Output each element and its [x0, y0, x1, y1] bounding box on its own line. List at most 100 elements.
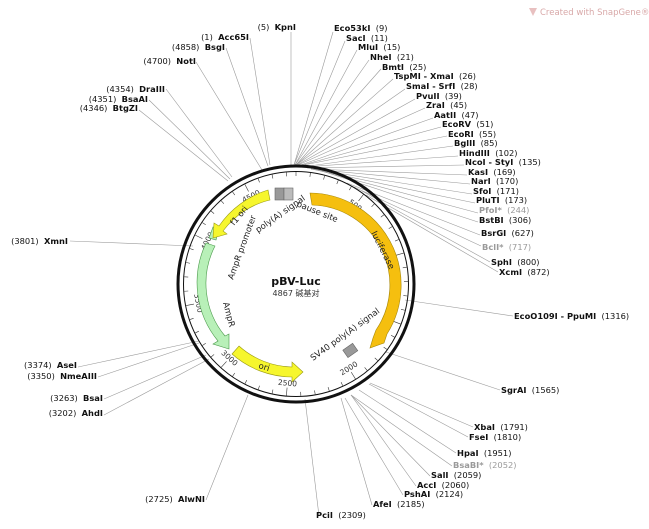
site-enzyme: BclI*	[482, 242, 504, 252]
major-tick	[393, 320, 401, 325]
site-label-nmeaiii[interactable]: (3350) NmeAIII	[27, 371, 97, 381]
site-label-bglii[interactable]: BglII (85)	[454, 138, 498, 148]
leader-bsgi	[225, 47, 269, 167]
site-label-pvuii[interactable]: PvuII (39)	[416, 91, 462, 101]
site-label-xmni[interactable]: (3801) XmnI	[11, 236, 68, 246]
sv40-box	[342, 342, 359, 358]
site-position: (51)	[476, 119, 493, 129]
site-label-fsei[interactable]: FseI (1810)	[469, 432, 521, 442]
site-label-xbai[interactable]: XbaI (1791)	[474, 422, 528, 432]
site-label-sgrai[interactable]: SgrAI (1565)	[501, 385, 559, 395]
site-position: (3801)	[11, 236, 39, 246]
minor-tick	[336, 180, 339, 185]
site-label-zrai[interactable]: ZraI (45)	[426, 100, 467, 110]
site-position: (9)	[376, 23, 388, 33]
site-enzyme: PvuII	[416, 91, 440, 101]
feature-ampr[interactable]: AmpR	[196, 242, 236, 350]
site-label-draiii[interactable]: (4354) DraIII	[106, 84, 165, 94]
site-position: (1810)	[494, 432, 522, 442]
site-label-bsai[interactable]: (3263) BsaI	[50, 393, 103, 403]
site-label-bstbi[interactable]: BstBI (306)	[479, 215, 531, 225]
site-label-xcmi[interactable]: XcmI (872)	[499, 267, 550, 277]
site-position: (102)	[495, 148, 517, 158]
site-label-bsgi[interactable]: (4858) BsgI	[172, 42, 225, 52]
site-position: (4351)	[89, 94, 117, 104]
plasmid-length: 4867 碱基对	[273, 288, 320, 298]
site-enzyme: AfeI	[373, 499, 392, 509]
site-label-ahdi[interactable]: (3202) AhdI	[49, 408, 103, 418]
site-enzyme: EcoO109I - PpuMI	[514, 311, 596, 321]
site-enzyme: SalI	[431, 470, 449, 480]
site-position: (872)	[527, 267, 549, 277]
site-label-bmti[interactable]: BmtI (25)	[382, 62, 426, 72]
minor-tick	[210, 354, 215, 358]
minor-tick	[383, 346, 388, 350]
site-label-kasi[interactable]: KasI (169)	[468, 167, 516, 177]
site-label-btgzi[interactable]: (4346) BtgZI	[80, 103, 138, 113]
site-label-aatii[interactable]: AatII (47)	[434, 110, 479, 120]
site-enzyme: EcoRI	[448, 129, 474, 139]
site-label-nhei[interactable]: NheI (21)	[370, 52, 414, 62]
site-enzyme: BtgZI	[113, 103, 138, 113]
site-label-ecori[interactable]: EcoRI (55)	[448, 129, 496, 139]
site-label-afei[interactable]: AfeI (2185)	[373, 499, 425, 509]
site-enzyme: SmaI - SrfI	[406, 81, 455, 91]
site-enzyme: PluTI	[476, 195, 500, 205]
leader-mlui	[294, 49, 358, 166]
site-label-asei[interactable]: (3374) AseI	[24, 360, 77, 370]
site-position: (4700)	[143, 56, 171, 66]
sv40-label: SV40 poly(A) signal	[309, 307, 382, 364]
site-label-sali[interactable]: SalI (2059)	[431, 470, 481, 480]
site-label-pfoi[interactable]: PfoI* (244)	[479, 205, 529, 215]
site-label-eco53ki[interactable]: Eco53kI (9)	[334, 23, 387, 33]
minor-tick	[244, 379, 248, 384]
site-position: (173)	[505, 195, 527, 205]
site-label-acc65i[interactable]: (1) Acc65I	[201, 32, 249, 42]
site-enzyme: SacI	[346, 33, 366, 43]
site-label-saci[interactable]: SacI (11)	[346, 33, 388, 43]
leader-asei	[77, 340, 200, 368]
site-label-ecorv[interactable]: EcoRV (51)	[442, 119, 493, 129]
minor-tick	[210, 210, 215, 214]
site-label-tspmi-xmai[interactable]: TspMI - XmaI (26)	[394, 71, 476, 81]
minor-tick	[380, 214, 385, 218]
site-label-hindiii[interactable]: HindIII (102)	[459, 148, 518, 158]
site-label-smai-srfi[interactable]: SmaI - SrfI (28)	[406, 81, 478, 91]
feature-sv40-poly-a[interactable]: SV40 poly(A) signal	[309, 307, 382, 364]
site-label-alwni[interactable]: (2725) AlwNI	[145, 494, 205, 504]
site-enzyme: BglII	[454, 138, 475, 148]
site-position: (306)	[509, 215, 531, 225]
site-position: (28)	[461, 81, 478, 91]
site-label-bsabi[interactable]: BsaBI* (2052)	[453, 460, 517, 470]
leader-nhei	[294, 59, 370, 166]
restriction-site-labels: (5) KpnI (1) Acc65I(4858) BsgI (4700) NotI…	[11, 22, 629, 520]
site-label-sphi[interactable]: SphI (800)	[491, 257, 540, 267]
site-position: (21)	[397, 52, 414, 62]
site-label-mlui[interactable]: MluI (15)	[358, 42, 400, 52]
site-label-ecoo109i-ppumi[interactable]: EcoO109I - PpuMI (1316)	[514, 311, 629, 321]
site-label-sfoi[interactable]: SfoI (171)	[473, 186, 519, 196]
site-label-bsrgi[interactable]: BsrGI (627)	[481, 228, 534, 238]
site-position: (26)	[459, 71, 476, 81]
site-label-ncoi-styi[interactable]: NcoI - StyI (135)	[465, 157, 541, 167]
site-enzyme: NmeAIII	[60, 371, 97, 381]
site-label-bsaai[interactable]: (4351) BsaAI	[89, 94, 148, 104]
site-label-noti[interactable]: (4700) NotI	[143, 56, 196, 66]
site-label-pshai[interactable]: PshAI (2124)	[404, 489, 463, 499]
site-label-acci[interactable]: AccI (2060)	[417, 480, 469, 490]
site-enzyme: KasI	[468, 167, 488, 177]
site-label-nari[interactable]: NarI (170)	[471, 176, 518, 186]
minor-tick	[400, 309, 405, 311]
site-label-hpai[interactable]: HpaI (1951)	[457, 448, 511, 458]
site-label-pcii[interactable]: PciI (2309)	[316, 510, 366, 520]
site-label-pluti[interactable]: PluTI (173)	[476, 195, 527, 205]
site-position: (171)	[497, 186, 519, 196]
site-position: (170)	[496, 176, 518, 186]
site-label-bcli[interactable]: BclI* (717)	[482, 242, 531, 252]
f1-ori-arrow	[212, 189, 271, 239]
site-label-kpni[interactable]: (5) KpnI	[258, 22, 296, 32]
backbone-circle	[176, 164, 416, 404]
minor-tick	[257, 178, 260, 183]
feature-ori[interactable]: ori	[231, 345, 304, 383]
leader-acc65i	[249, 37, 271, 166]
